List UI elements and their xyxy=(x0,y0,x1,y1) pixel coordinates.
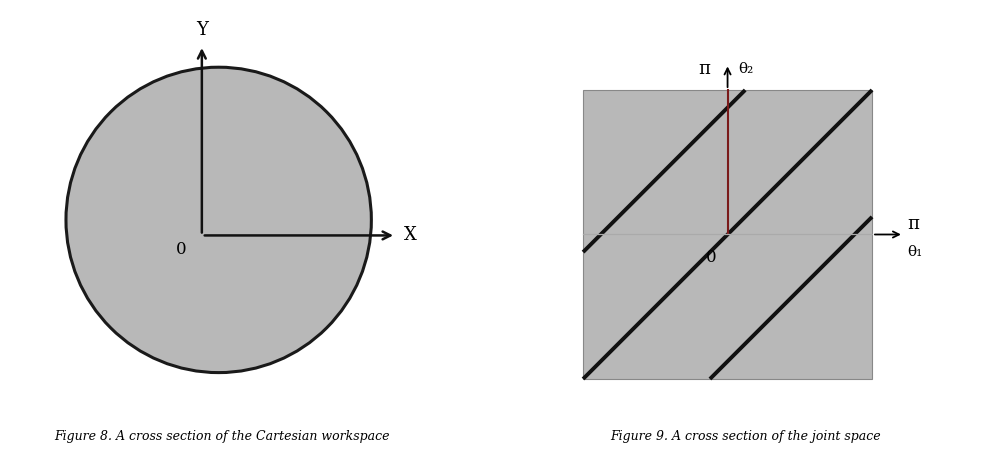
Text: Figure 9. A cross section of the joint space: Figure 9. A cross section of the joint s… xyxy=(610,430,880,443)
Text: X: X xyxy=(404,226,417,244)
Text: Y: Y xyxy=(196,21,207,39)
Bar xyxy=(583,90,872,379)
Text: π: π xyxy=(698,60,710,78)
Text: 0: 0 xyxy=(706,248,717,266)
Text: π: π xyxy=(907,215,919,233)
Text: Figure 8. A cross section of the Cartesian workspace: Figure 8. A cross section of the Cartesi… xyxy=(53,430,390,443)
Text: θ₁: θ₁ xyxy=(907,245,922,259)
Text: 0: 0 xyxy=(176,241,186,258)
Text: θ₂: θ₂ xyxy=(738,62,753,76)
Circle shape xyxy=(66,67,372,372)
